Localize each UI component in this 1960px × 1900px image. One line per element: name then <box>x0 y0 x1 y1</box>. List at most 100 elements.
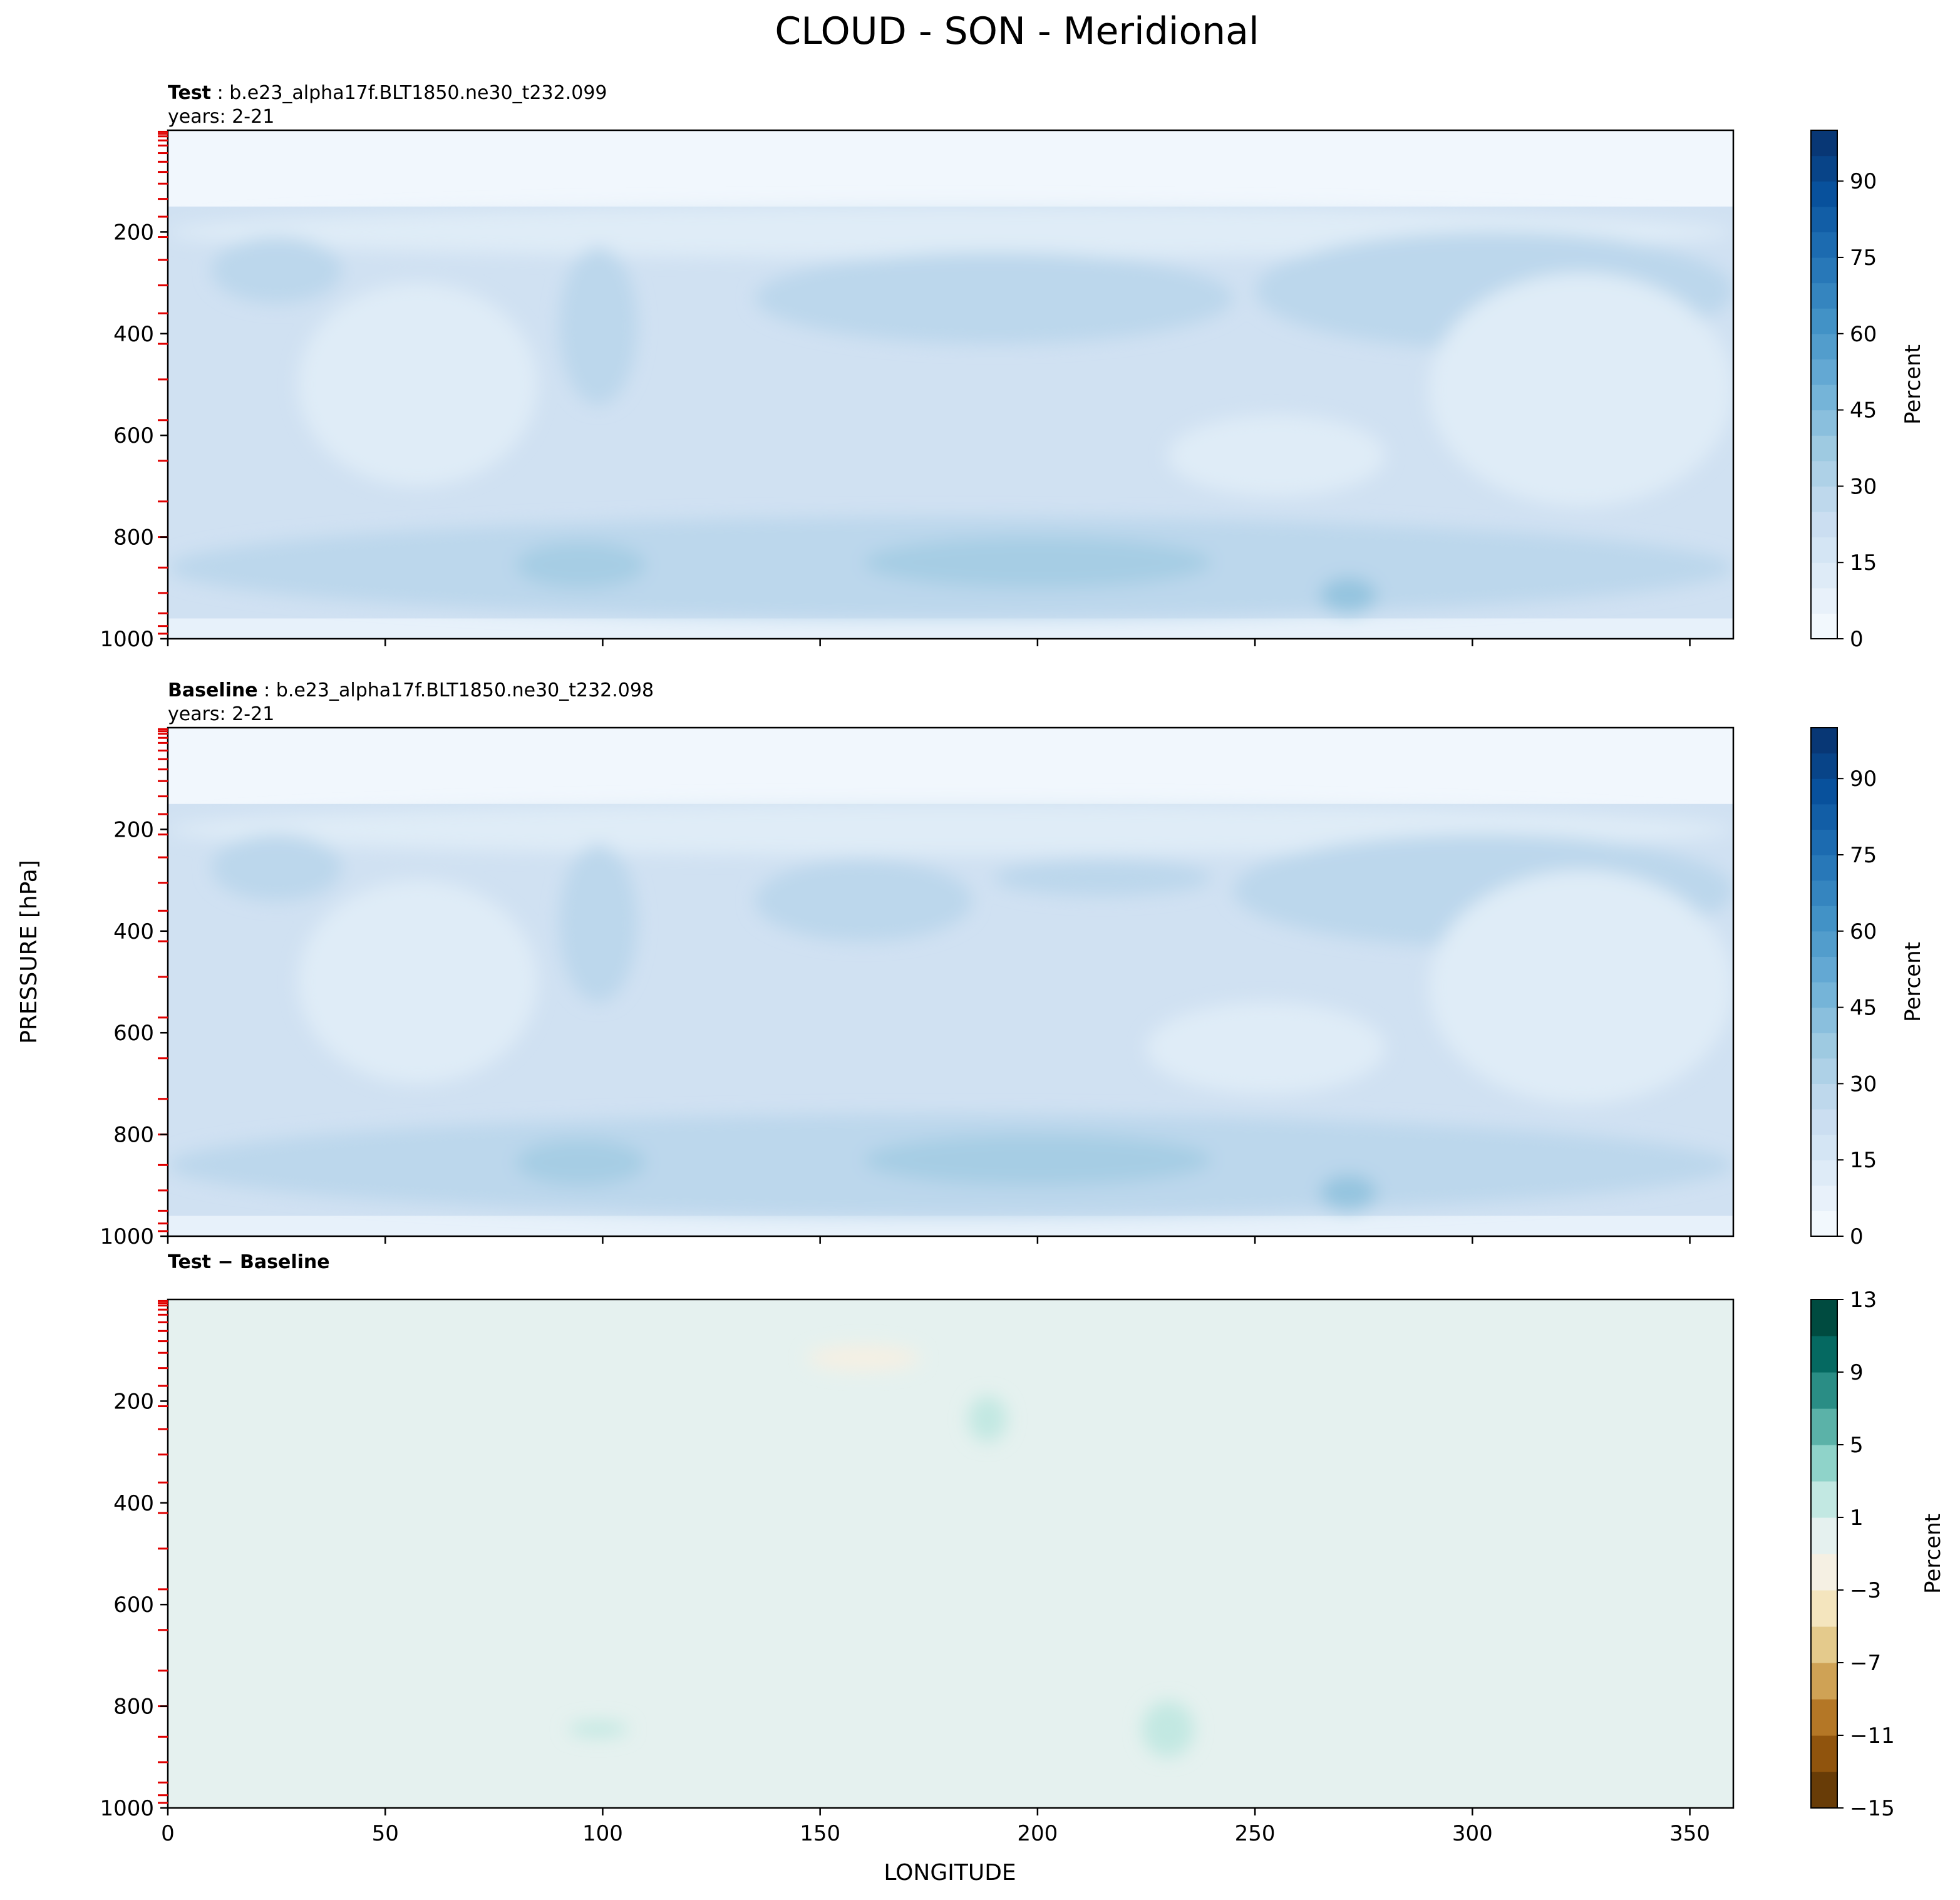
colorbar-segment <box>1811 982 1837 1008</box>
colorbar-segment <box>1811 1134 1837 1160</box>
y-tick-label: 1000 <box>100 1224 154 1249</box>
colorbar-segment <box>1811 1699 1837 1736</box>
colorbar-tick-label: 45 <box>1850 398 1877 423</box>
colorbar-segment <box>1811 753 1837 779</box>
colorbar-segment <box>1811 829 1837 855</box>
colorbar-segment <box>1811 155 1837 182</box>
x-tick-label: 350 <box>1669 1821 1710 1846</box>
panel-subtitle: years: 2-21 <box>168 703 274 725</box>
contour-feature <box>1320 1175 1377 1211</box>
colorbar-segment <box>1811 778 1837 805</box>
colorbar-segment <box>1811 1590 1837 1627</box>
contour-feature <box>1428 272 1733 507</box>
colorbar-tick-label: 45 <box>1850 996 1877 1021</box>
plot-frame <box>167 129 1735 640</box>
y-tick-label: 800 <box>113 1695 154 1720</box>
y-tick-label: 1000 <box>100 1796 154 1821</box>
colorbar-segment <box>1811 728 1837 754</box>
colorbar: 0 15 30 45 60 75 90 Percent <box>1810 727 1926 1249</box>
contour-feature <box>298 880 538 1084</box>
colorbar-segment <box>1811 1626 1837 1663</box>
figure-title: CLOUD - SON - Meridional <box>775 9 1259 53</box>
colorbar-segment <box>1811 1445 1837 1482</box>
panel-label-bold: Test <box>168 82 211 104</box>
colorbar-frame <box>1810 1299 1838 1809</box>
contour-feature <box>211 834 342 901</box>
colorbar-segment <box>1811 931 1837 957</box>
y-tick-label: 400 <box>113 919 154 944</box>
colorbar-segment <box>1811 1408 1837 1445</box>
x-tick-label: 50 <box>372 1821 399 1846</box>
colorbar-segment <box>1811 130 1837 157</box>
contour-feature <box>1146 1002 1386 1094</box>
colorbar-tick-label: 90 <box>1850 767 1877 792</box>
contour-feature <box>168 206 1733 257</box>
panel-test: Test : b.e23_alpha17f.BLT1850.ne30_t232.… <box>100 82 1926 652</box>
plot-frame <box>167 1298 1735 1809</box>
panel-baseline: Baseline : b.e23_alpha17f.BLT1850.ne30_t… <box>100 679 1926 1249</box>
colorbar-segment <box>1811 333 1837 359</box>
colorbar-segment <box>1811 613 1837 639</box>
y-axis-label: PRESSURE [hPa] <box>16 860 42 1044</box>
panel-subtitle: years: 2-21 <box>168 106 274 128</box>
upper-clear-region <box>168 130 1733 207</box>
colorbar-segment <box>1811 855 1837 881</box>
colorbar-tick-label: 0 <box>1850 1224 1864 1249</box>
surface-region <box>168 618 1733 639</box>
contour-feature <box>807 1345 921 1371</box>
contour-feature <box>994 860 1212 896</box>
colorbar-tick-label: 75 <box>1850 245 1877 271</box>
colorbar-segment <box>1811 257 1837 284</box>
x-tick-label: 0 <box>161 1821 175 1846</box>
colorbar-tick-label: 60 <box>1850 919 1877 944</box>
colorbar-segment <box>1811 460 1837 487</box>
y-tick-label: 400 <box>113 322 154 347</box>
colorbar-segment <box>1811 880 1837 906</box>
colorbar-tick-label: 60 <box>1850 322 1877 347</box>
contour-features <box>567 1345 1194 1757</box>
contour-feature <box>1320 577 1377 614</box>
colorbar-segment <box>1811 1299 1837 1336</box>
y-tick-label: 600 <box>113 1021 154 1046</box>
contour-feature <box>1168 415 1386 497</box>
colorbar-tick-label: −3 <box>1850 1578 1881 1603</box>
colorbar-segment <box>1811 1083 1837 1110</box>
upper-clear-region <box>168 728 1733 804</box>
plot-area <box>168 728 1733 1236</box>
contour-feature <box>967 1396 1008 1442</box>
x-tick-label: 100 <box>582 1821 623 1846</box>
contour-feature <box>211 237 342 304</box>
y-tick-label: 200 <box>113 817 154 842</box>
contour-feature <box>864 537 1212 588</box>
colorbar-segment <box>1811 1336 1837 1373</box>
colorbar-label: Percent <box>1921 1514 1946 1594</box>
colorbar-segment <box>1811 282 1837 309</box>
colorbar-tick-label: −7 <box>1850 1651 1881 1676</box>
panel-label-case: : b.e23_alpha17f.BLT1850.ne30_t232.098 <box>258 679 654 701</box>
colorbar-tick-label: 30 <box>1850 474 1877 499</box>
contour-features <box>168 803 1733 1216</box>
x-axis-label: LONGITUDE <box>884 1860 1016 1886</box>
colorbar-segment <box>1811 1109 1837 1135</box>
colorbar-segment <box>1811 1211 1837 1237</box>
colorbar-tick-label: 15 <box>1850 550 1877 576</box>
contour-feature <box>755 252 1234 344</box>
panel-label: Baseline : b.e23_alpha17f.BLT1850.ne30_t… <box>168 679 654 701</box>
colorbar-label: Percent <box>1901 942 1926 1022</box>
y-tick-label: 600 <box>113 1593 154 1618</box>
contour-feature <box>168 803 1733 855</box>
colorbar-tick-label: 5 <box>1850 1433 1864 1458</box>
contour-feature <box>1142 1701 1194 1757</box>
panel-label-bold: Baseline <box>168 679 258 701</box>
colorbar-tick-label: 9 <box>1850 1360 1864 1385</box>
colorbar-segment <box>1811 359 1837 385</box>
colorbar-segment <box>1811 1185 1837 1211</box>
colorbar-segment <box>1811 956 1837 983</box>
contour-feature <box>755 860 972 942</box>
x-tick-label: 300 <box>1452 1821 1493 1846</box>
y-tick-label: 800 <box>113 1123 154 1148</box>
colorbar-tick-label: 0 <box>1850 627 1864 652</box>
panels-group: Test : b.e23_alpha17f.BLT1850.ne30_t232.… <box>100 82 1946 1846</box>
colorbar-segment <box>1811 181 1837 207</box>
